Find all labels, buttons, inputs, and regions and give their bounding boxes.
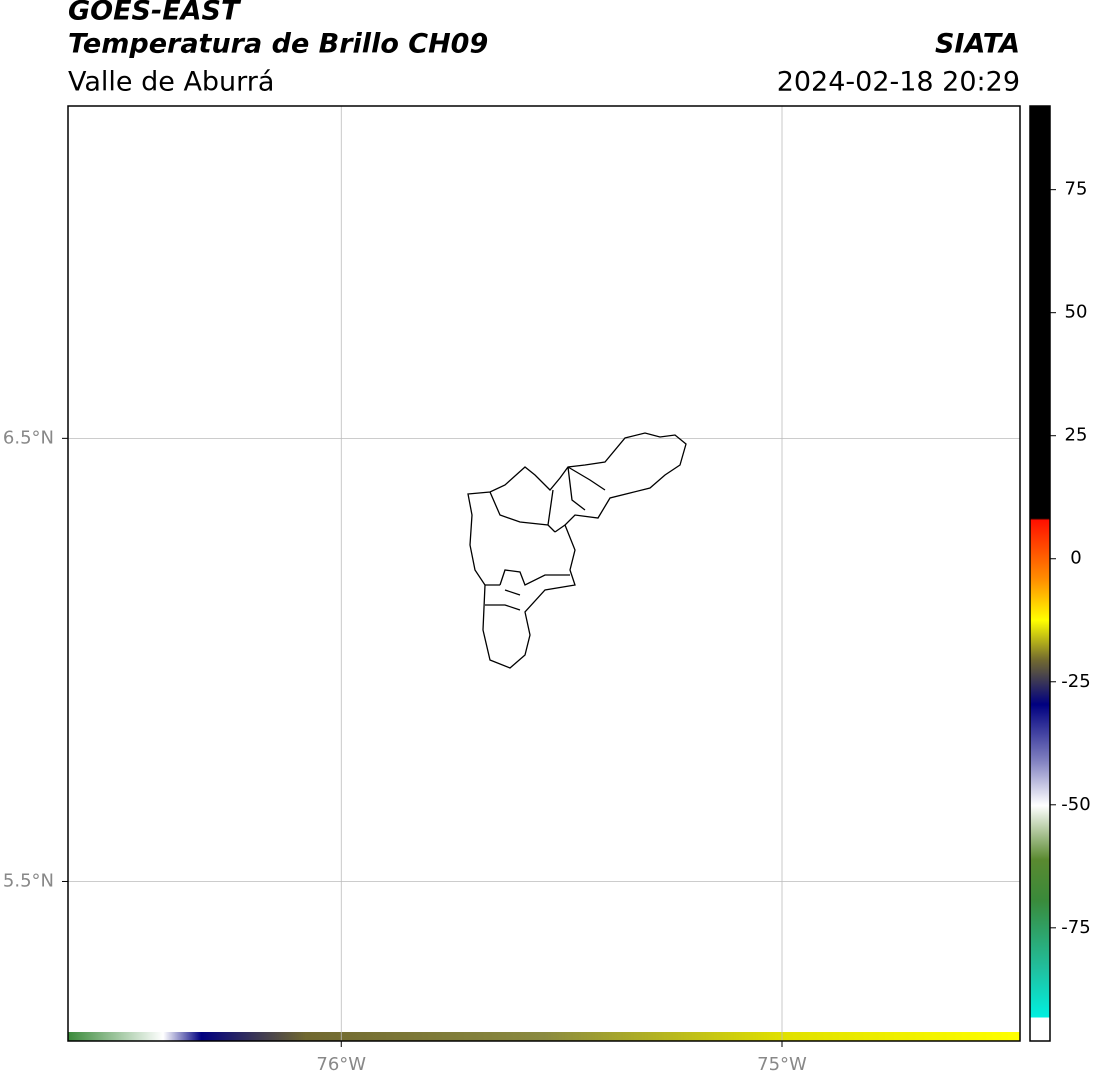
colorbar-tick-label: 0 <box>1070 548 1081 569</box>
colorbar-tick-label: 50 <box>1065 302 1088 323</box>
y-tick-label: 5.5°N <box>3 870 54 891</box>
y-tick-label: 6.5°N <box>3 427 54 448</box>
colorbar-tick-label: 75 <box>1065 179 1088 200</box>
source: SIATA <box>935 29 1020 60</box>
colorbar-tick-label: -25 <box>1061 671 1090 692</box>
boundary <box>467 432 687 669</box>
colorbar-tick-label: -75 <box>1061 917 1090 938</box>
colorbar-tick-label: -50 <box>1061 794 1090 815</box>
colorbar-tick-label: 25 <box>1065 425 1088 446</box>
x-tick-label: 75°W <box>757 1054 807 1075</box>
map-frame <box>67 105 1021 1042</box>
region: Valle de Aburrá <box>68 67 274 98</box>
region-outline <box>467 432 687 669</box>
subtitle: Temperatura de Brillo CH09 <box>68 29 488 60</box>
x-tick-label: 76°W <box>316 1054 366 1075</box>
datetime: 2024-02-18 20:29 <box>777 67 1020 98</box>
municipal-lines <box>485 466 606 611</box>
colorbar <box>1029 105 1051 1042</box>
data-strip <box>68 1032 1020 1041</box>
title: GOES-EAST <box>68 0 242 27</box>
